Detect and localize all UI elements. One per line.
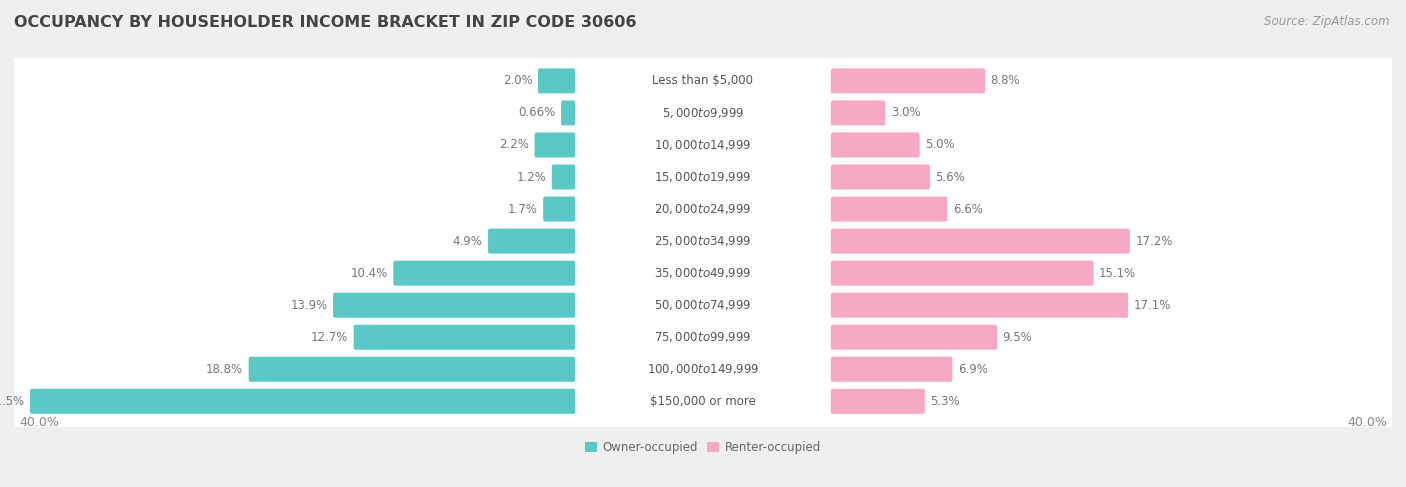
FancyBboxPatch shape (11, 215, 1395, 267)
FancyBboxPatch shape (249, 357, 575, 382)
Text: 6.9%: 6.9% (957, 363, 988, 376)
FancyBboxPatch shape (551, 165, 575, 189)
Text: $15,000 to $19,999: $15,000 to $19,999 (654, 170, 752, 184)
Text: $5,000 to $9,999: $5,000 to $9,999 (662, 106, 744, 120)
Text: 40.0%: 40.0% (20, 415, 59, 429)
Text: 31.5%: 31.5% (0, 395, 24, 408)
Text: 18.8%: 18.8% (207, 363, 243, 376)
Text: 17.1%: 17.1% (1133, 299, 1171, 312)
Text: 6.6%: 6.6% (953, 203, 983, 216)
FancyBboxPatch shape (11, 151, 1395, 203)
FancyBboxPatch shape (831, 228, 1130, 254)
FancyBboxPatch shape (831, 132, 920, 157)
Text: 1.2%: 1.2% (516, 170, 547, 184)
FancyBboxPatch shape (831, 325, 997, 350)
FancyBboxPatch shape (831, 100, 886, 126)
FancyBboxPatch shape (11, 87, 1395, 139)
Text: 40.0%: 40.0% (1347, 415, 1386, 429)
FancyBboxPatch shape (333, 293, 575, 318)
FancyBboxPatch shape (354, 325, 575, 350)
Text: 2.2%: 2.2% (499, 138, 529, 151)
Text: $35,000 to $49,999: $35,000 to $49,999 (654, 266, 752, 280)
FancyBboxPatch shape (11, 184, 1395, 235)
Text: 3.0%: 3.0% (891, 107, 921, 119)
FancyBboxPatch shape (831, 293, 1128, 318)
FancyBboxPatch shape (831, 165, 929, 189)
Text: 4.9%: 4.9% (453, 235, 482, 247)
FancyBboxPatch shape (831, 68, 986, 94)
FancyBboxPatch shape (543, 197, 575, 222)
Text: $100,000 to $149,999: $100,000 to $149,999 (647, 362, 759, 376)
FancyBboxPatch shape (30, 389, 575, 414)
Text: 10.4%: 10.4% (350, 267, 388, 280)
Text: 9.5%: 9.5% (1002, 331, 1032, 344)
Text: $25,000 to $34,999: $25,000 to $34,999 (654, 234, 752, 248)
Text: 1.7%: 1.7% (508, 203, 537, 216)
FancyBboxPatch shape (11, 344, 1395, 395)
FancyBboxPatch shape (11, 375, 1395, 427)
FancyBboxPatch shape (831, 389, 925, 414)
FancyBboxPatch shape (831, 197, 948, 222)
Text: 2.0%: 2.0% (503, 75, 533, 87)
Text: 5.0%: 5.0% (925, 138, 955, 151)
Text: 5.6%: 5.6% (935, 170, 966, 184)
Text: 15.1%: 15.1% (1099, 267, 1136, 280)
FancyBboxPatch shape (831, 261, 1094, 286)
FancyBboxPatch shape (394, 261, 575, 286)
Text: Source: ZipAtlas.com: Source: ZipAtlas.com (1264, 15, 1389, 28)
Text: $150,000 or more: $150,000 or more (650, 395, 756, 408)
FancyBboxPatch shape (11, 119, 1395, 170)
Text: $20,000 to $24,999: $20,000 to $24,999 (654, 202, 752, 216)
Text: 13.9%: 13.9% (290, 299, 328, 312)
Text: $50,000 to $74,999: $50,000 to $74,999 (654, 298, 752, 312)
Text: $75,000 to $99,999: $75,000 to $99,999 (654, 330, 752, 344)
Text: 8.8%: 8.8% (991, 75, 1021, 87)
Text: 0.66%: 0.66% (519, 107, 555, 119)
Text: Less than $5,000: Less than $5,000 (652, 75, 754, 87)
Text: 12.7%: 12.7% (311, 331, 349, 344)
FancyBboxPatch shape (538, 68, 575, 94)
FancyBboxPatch shape (11, 312, 1395, 363)
FancyBboxPatch shape (561, 100, 575, 126)
FancyBboxPatch shape (488, 228, 575, 254)
FancyBboxPatch shape (11, 247, 1395, 299)
Text: OCCUPANCY BY HOUSEHOLDER INCOME BRACKET IN ZIP CODE 30606: OCCUPANCY BY HOUSEHOLDER INCOME BRACKET … (14, 15, 637, 30)
FancyBboxPatch shape (831, 357, 952, 382)
FancyBboxPatch shape (11, 280, 1395, 331)
FancyBboxPatch shape (11, 55, 1395, 107)
Legend: Owner-occupied, Renter-occupied: Owner-occupied, Renter-occupied (585, 441, 821, 454)
Text: $10,000 to $14,999: $10,000 to $14,999 (654, 138, 752, 152)
Text: 17.2%: 17.2% (1135, 235, 1173, 247)
FancyBboxPatch shape (534, 132, 575, 157)
Text: 5.3%: 5.3% (931, 395, 960, 408)
